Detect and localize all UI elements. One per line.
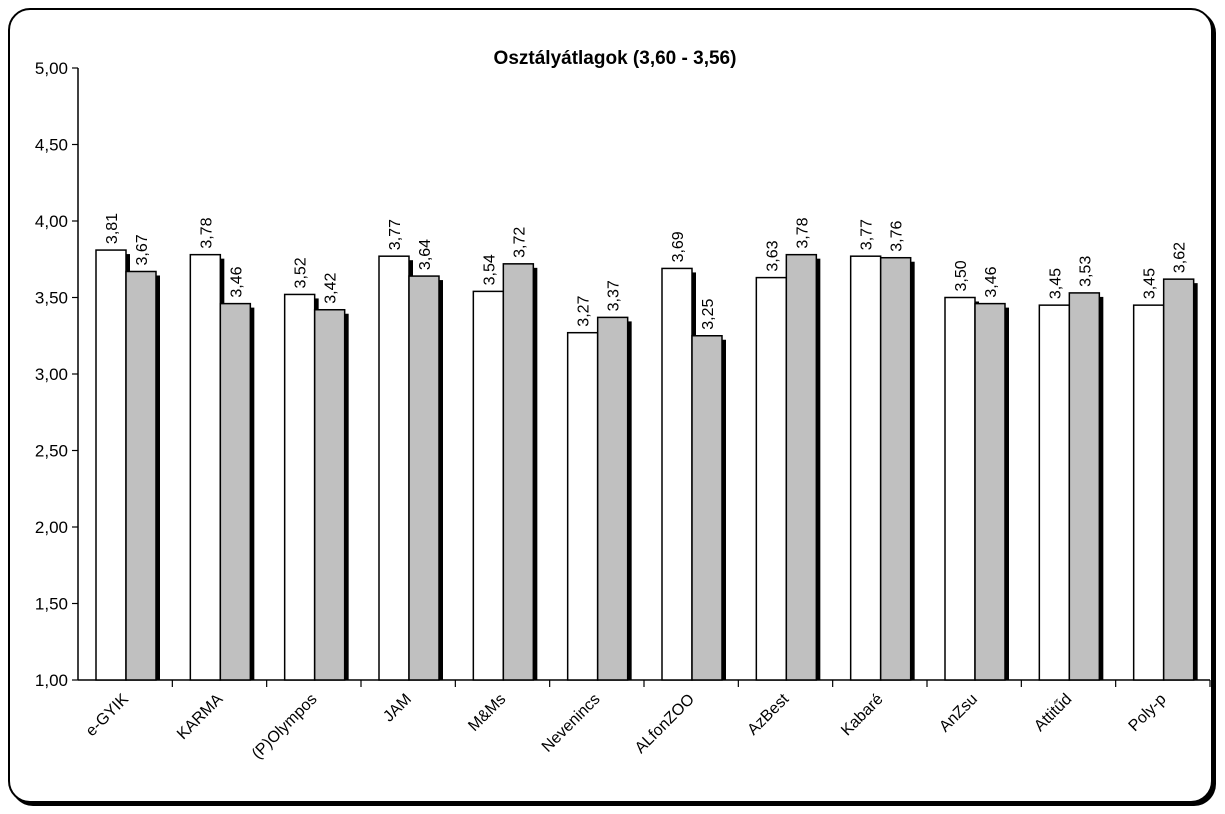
data-label: 3,46 xyxy=(983,266,1000,297)
bar xyxy=(125,270,157,681)
data-label: 3,53 xyxy=(1077,256,1094,287)
data-label: 3,78 xyxy=(198,217,215,248)
x-tick-label: ALfonZOO xyxy=(632,691,698,757)
data-label: 3,46 xyxy=(228,266,245,297)
x-tick-label: Attitűd xyxy=(1031,691,1075,735)
y-tick-label: 2,00 xyxy=(35,518,68,537)
bar xyxy=(691,335,723,681)
data-label: 3,42 xyxy=(323,272,340,303)
bar xyxy=(378,255,410,681)
data-label: 3,52 xyxy=(293,257,310,288)
bar xyxy=(219,302,252,681)
x-tick-label: Poly-p xyxy=(1126,691,1170,735)
bar xyxy=(879,256,912,681)
x-tick-label: (P)Olympos xyxy=(249,691,321,763)
y-tick-label: 2,50 xyxy=(35,442,68,461)
y-tick-label: 3,00 xyxy=(35,365,68,384)
x-tick-label: AnZsu xyxy=(936,691,981,736)
y-tick-label: 3,50 xyxy=(35,289,68,308)
data-label: 3,64 xyxy=(417,239,434,270)
chart-title: Osztályátlagok (3,60 - 3,56) xyxy=(494,48,737,69)
bar xyxy=(408,275,440,681)
x-tick-label: AzBest xyxy=(744,690,792,738)
data-label: 3,63 xyxy=(764,240,781,271)
bar xyxy=(283,293,316,681)
bar xyxy=(313,308,346,681)
y-tick-label: 4,00 xyxy=(35,212,68,231)
bar xyxy=(502,263,535,681)
bar xyxy=(1132,304,1165,681)
x-tick-label: KARMA xyxy=(174,691,226,743)
data-label: 3,69 xyxy=(670,231,687,262)
y-tick-label: 1,50 xyxy=(35,595,68,614)
data-label: 3,45 xyxy=(1142,268,1159,299)
bar xyxy=(189,253,222,681)
bar xyxy=(566,331,599,681)
bar xyxy=(1162,278,1195,681)
y-tick-label: 1,00 xyxy=(35,671,68,690)
bars xyxy=(95,249,1198,681)
x-tick-label: M&Ms xyxy=(465,691,509,735)
bar xyxy=(95,249,127,681)
bar xyxy=(1038,304,1071,681)
data-label: 3,25 xyxy=(700,299,717,330)
x-tick-label: JAM xyxy=(380,691,415,726)
data-label: 3,77 xyxy=(387,219,404,250)
data-label: 3,45 xyxy=(1047,268,1064,299)
data-label: 3,78 xyxy=(794,217,811,248)
data-label: 3,50 xyxy=(953,260,970,291)
bar xyxy=(1068,292,1101,681)
x-tick-label: e-GYIK xyxy=(83,691,132,740)
data-label: 3,67 xyxy=(134,234,151,265)
x-tick-label: Kabaré xyxy=(838,691,887,740)
data-label: 3,37 xyxy=(606,280,623,311)
bar xyxy=(661,267,693,681)
data-label: 3,81 xyxy=(104,213,121,244)
axes: 1,00 1,50 2,00 2,50 3,00 3,50 4,00 4,50 5,00 xyxy=(35,59,1211,690)
data-label: 3,77 xyxy=(859,219,876,250)
data-label: 3,54 xyxy=(481,254,498,285)
bar xyxy=(472,290,505,681)
y-tick-label: 4,50 xyxy=(35,136,68,155)
data-label: 3,27 xyxy=(576,295,593,326)
bar xyxy=(849,255,882,681)
bar xyxy=(596,316,629,681)
data-label: 3,72 xyxy=(511,227,528,258)
bar xyxy=(944,296,976,681)
x-tick-label: Nevenincs xyxy=(539,691,604,756)
bar xyxy=(974,302,1006,681)
bar xyxy=(785,253,818,681)
y-tick-label: 5,00 xyxy=(35,59,68,78)
bar xyxy=(755,276,788,681)
data-label: 3,76 xyxy=(889,220,906,251)
data-label: 3,62 xyxy=(1172,242,1189,273)
